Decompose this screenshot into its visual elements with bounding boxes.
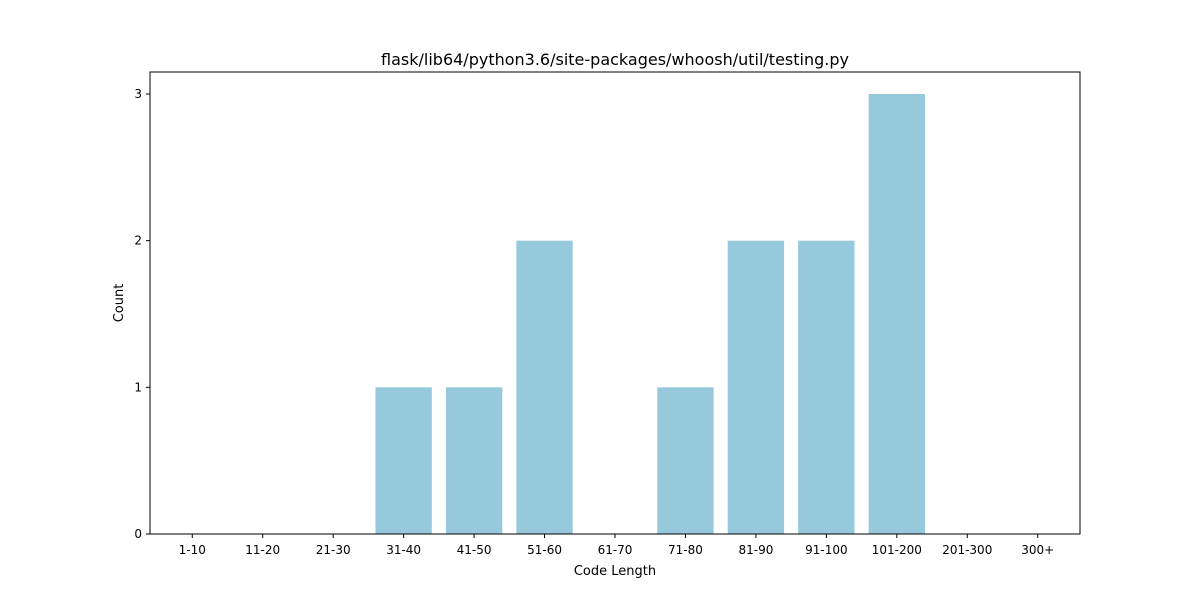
x-tick-label: 1-10: [179, 543, 206, 557]
x-tick-label: 81-90: [738, 543, 773, 557]
bar-71-80: [657, 387, 714, 534]
x-tick-label: 101-200: [872, 543, 922, 557]
y-axis-label: Count: [112, 284, 127, 323]
bar-81-90: [727, 240, 785, 535]
x-tick-label: 51-60: [527, 543, 562, 557]
y-tick-label: 3: [134, 87, 142, 101]
y-axis: 0 1 2 3: [134, 87, 150, 541]
y-tick-label: 0: [134, 527, 142, 541]
x-axis-label: Code Length: [574, 564, 656, 579]
x-tick-label: 41-50: [457, 543, 492, 557]
x-tick-label: 61-70: [598, 543, 633, 557]
bar-51-60: [516, 240, 573, 535]
x-tick-label: 71-80: [668, 543, 703, 557]
y-tick-label: 2: [134, 234, 142, 248]
x-tick-label: 11-20: [245, 543, 280, 557]
bars-layer: [375, 94, 925, 535]
y-tick-label: 1: [134, 380, 142, 394]
bar-41-50: [445, 387, 503, 534]
x-tick-label: 31-40: [386, 543, 421, 557]
x-tick-label: 300+: [1021, 543, 1054, 557]
bar-101-200: [868, 94, 925, 534]
chart-title: flask/lib64/python3.6/site-packages/whoo…: [381, 50, 849, 69]
plot-frame: [149, 71, 1081, 535]
bar-91-100: [798, 240, 855, 535]
x-tick-label: 91-100: [805, 543, 848, 557]
x-tick-label: 21-30: [316, 543, 351, 557]
x-tick-label: 201-300: [942, 543, 992, 557]
bar-31-40: [375, 387, 432, 534]
x-axis: 1-10 11-20 21-30 31-40 41-50 51-60 61-70 71-80 8…: [179, 534, 1054, 557]
